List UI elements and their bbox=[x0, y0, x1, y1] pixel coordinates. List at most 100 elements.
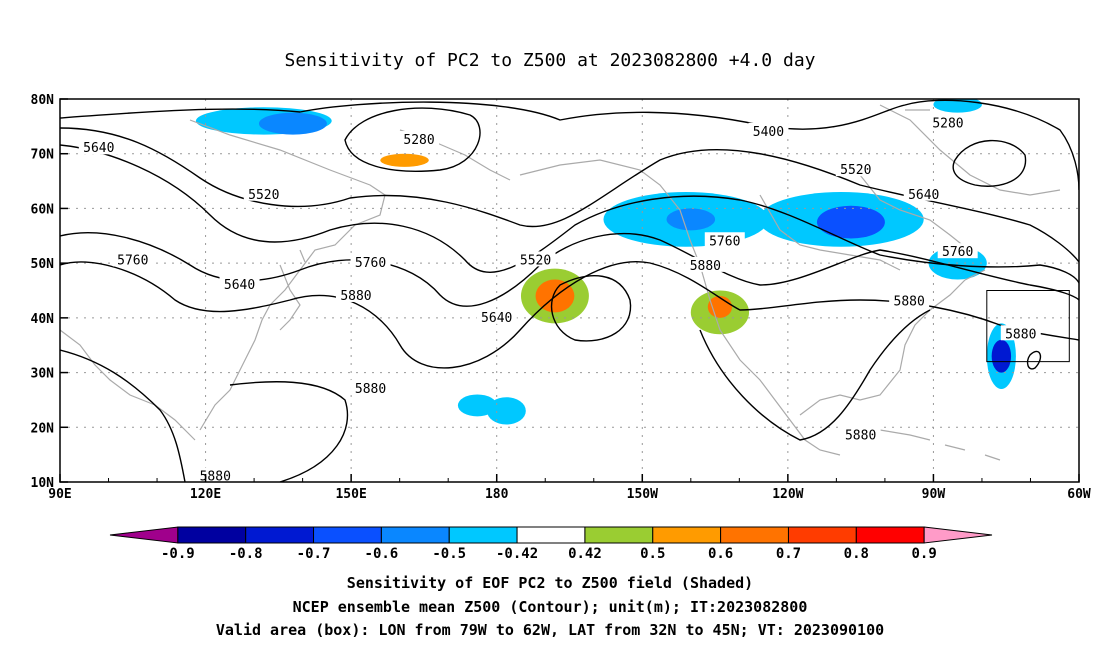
lon-tick-label: 60W bbox=[1067, 487, 1091, 502]
contour-line-5640 bbox=[60, 144, 1079, 284]
contour-label: 5520 bbox=[520, 253, 551, 268]
contour-label: 5760 bbox=[942, 245, 973, 260]
shaded-region-5 bbox=[666, 208, 716, 231]
colorbar-segment bbox=[720, 526, 789, 544]
caption-valid-area: Valid area (box): LON from 79W to 62W, L… bbox=[215, 621, 885, 639]
shaded-region-7 bbox=[816, 205, 885, 239]
contour-label: 5280 bbox=[403, 133, 434, 148]
shading-layer bbox=[195, 99, 1100, 425]
contour-label: 5880 bbox=[845, 428, 876, 443]
lat-tick-label: 80N bbox=[31, 93, 55, 108]
colorbar-segment bbox=[448, 526, 518, 544]
caption-shading: Sensitivity of EOF PC2 to Z500 field (Sh… bbox=[346, 574, 754, 592]
lon-tick-label: 120E bbox=[190, 487, 221, 502]
contour-label-bg bbox=[335, 286, 376, 302]
contour-label-bg bbox=[748, 122, 789, 138]
lon-tick-label: 180 bbox=[485, 487, 509, 502]
contour-label: 5880 bbox=[690, 259, 721, 274]
coastline-japan bbox=[279, 249, 306, 331]
colorbar-segment bbox=[516, 526, 586, 544]
chart-title: Sensitivity of PC2 to Z500 at 2023082800… bbox=[284, 50, 816, 71]
colorbar-segment bbox=[584, 526, 654, 544]
contour-labels: 5640 5280 5400 5280 5520 5520 5640 5760 5640 5760… bbox=[78, 114, 1041, 485]
coastline-layer bbox=[60, 104, 1061, 461]
lat-tick-label: 30N bbox=[31, 367, 55, 382]
colorbar-tick-label: -0.7 bbox=[297, 546, 331, 562]
contour-label-bg bbox=[243, 185, 284, 201]
contour-label: 5880 bbox=[200, 470, 231, 485]
contour-line-5880-pacific-high bbox=[550, 275, 632, 342]
shaded-region-12 bbox=[707, 295, 733, 318]
contour-label-bg bbox=[350, 379, 391, 395]
shaded-region-17 bbox=[1094, 277, 1100, 304]
colorbar-arrow-high bbox=[923, 526, 993, 544]
colorbar-segment bbox=[313, 526, 382, 544]
contour-label: 5640 bbox=[908, 188, 939, 203]
contour-label: 5880 bbox=[894, 294, 925, 309]
plot-frame bbox=[59, 98, 1080, 483]
colorbar-tick-label: -0.5 bbox=[432, 546, 466, 562]
colorbar-arrow-low bbox=[109, 526, 179, 544]
colorbar-tick-label: -0.6 bbox=[365, 546, 399, 562]
contour-label-bg bbox=[219, 276, 260, 292]
contour-label: 5520 bbox=[248, 188, 279, 203]
contour-label: 5280 bbox=[932, 117, 963, 132]
contour-label: 5880 bbox=[355, 382, 386, 397]
contour-line-5880-atlantic bbox=[1026, 350, 1042, 370]
colorbar-segment bbox=[380, 526, 450, 544]
shaded-region-14 bbox=[991, 339, 1012, 373]
shaded-region-3 bbox=[380, 153, 429, 167]
contour-label-bg bbox=[937, 243, 978, 259]
colorbar-tick-label: -0.9 bbox=[161, 546, 195, 562]
lat-tick-label: 10N bbox=[31, 476, 55, 491]
contour-label: 5640 bbox=[481, 311, 512, 326]
contour-label-bg bbox=[399, 131, 440, 147]
colorbar-tick-label: 0.7 bbox=[776, 546, 801, 562]
contour-label: 5640 bbox=[224, 278, 255, 293]
shaded-region-2 bbox=[933, 99, 982, 113]
contour-label: 5760 bbox=[117, 253, 148, 268]
coastline-asia bbox=[60, 119, 511, 441]
contour-label-bg bbox=[476, 308, 517, 324]
lat-tick-label: 40N bbox=[31, 312, 55, 327]
contour-line-5520 bbox=[60, 127, 1079, 263]
colorbar-segment bbox=[652, 526, 722, 544]
contour-line-5280-west bbox=[344, 107, 481, 172]
caption-contour: NCEP ensemble mean Z500 (Contour); unit(… bbox=[292, 598, 808, 616]
contour-label-bg bbox=[350, 254, 391, 270]
contour-label-bg bbox=[835, 161, 876, 177]
lon-tick-label: 120W bbox=[772, 487, 803, 502]
colorbar-segment bbox=[787, 526, 857, 544]
contour-label: 5760 bbox=[355, 256, 386, 271]
lat-tick-label: 60N bbox=[31, 202, 55, 217]
lon-tick-label: 150W bbox=[627, 487, 658, 502]
contour-label: 5400 bbox=[753, 125, 784, 140]
lat-tick-label: 70N bbox=[31, 148, 55, 163]
contour-label: 5640 bbox=[83, 141, 114, 156]
shaded-region-16 bbox=[487, 397, 526, 425]
colorbar-tick-label: -0.8 bbox=[229, 546, 263, 562]
contour-label-bg bbox=[903, 185, 944, 201]
lon-tick-label: 150E bbox=[335, 487, 366, 502]
colorbar-segment bbox=[245, 526, 315, 544]
colorbar-segment bbox=[177, 526, 247, 544]
colorbar-tick-label: 0.8 bbox=[844, 546, 869, 562]
contour-label: 5520 bbox=[840, 163, 871, 178]
contour-label-bg bbox=[685, 256, 726, 272]
valid-area-box bbox=[986, 290, 1070, 363]
colorbar-tick-label: 0.42 bbox=[568, 546, 602, 562]
colorbar-tick-label: -0.42 bbox=[496, 546, 538, 562]
contour-label-bg bbox=[515, 251, 556, 267]
lon-tick-label: 90W bbox=[922, 487, 946, 502]
colorbar-tick-label: 0.9 bbox=[912, 546, 937, 562]
lon-tick-label: 90E bbox=[48, 487, 71, 502]
contour-label-bg bbox=[78, 139, 119, 155]
contour-label-bg bbox=[704, 232, 745, 248]
contour-label-bg bbox=[927, 114, 968, 130]
contour-line-5280-east bbox=[952, 139, 1027, 187]
colorbar: -0.9 -0.8 -0.7 -0.6 -0.5 -0.42 0.42 0.5 0.6 0.7 0.… bbox=[109, 526, 993, 562]
contour-label: 5880 bbox=[340, 289, 371, 304]
lat-tick-label: 20N bbox=[31, 421, 55, 436]
